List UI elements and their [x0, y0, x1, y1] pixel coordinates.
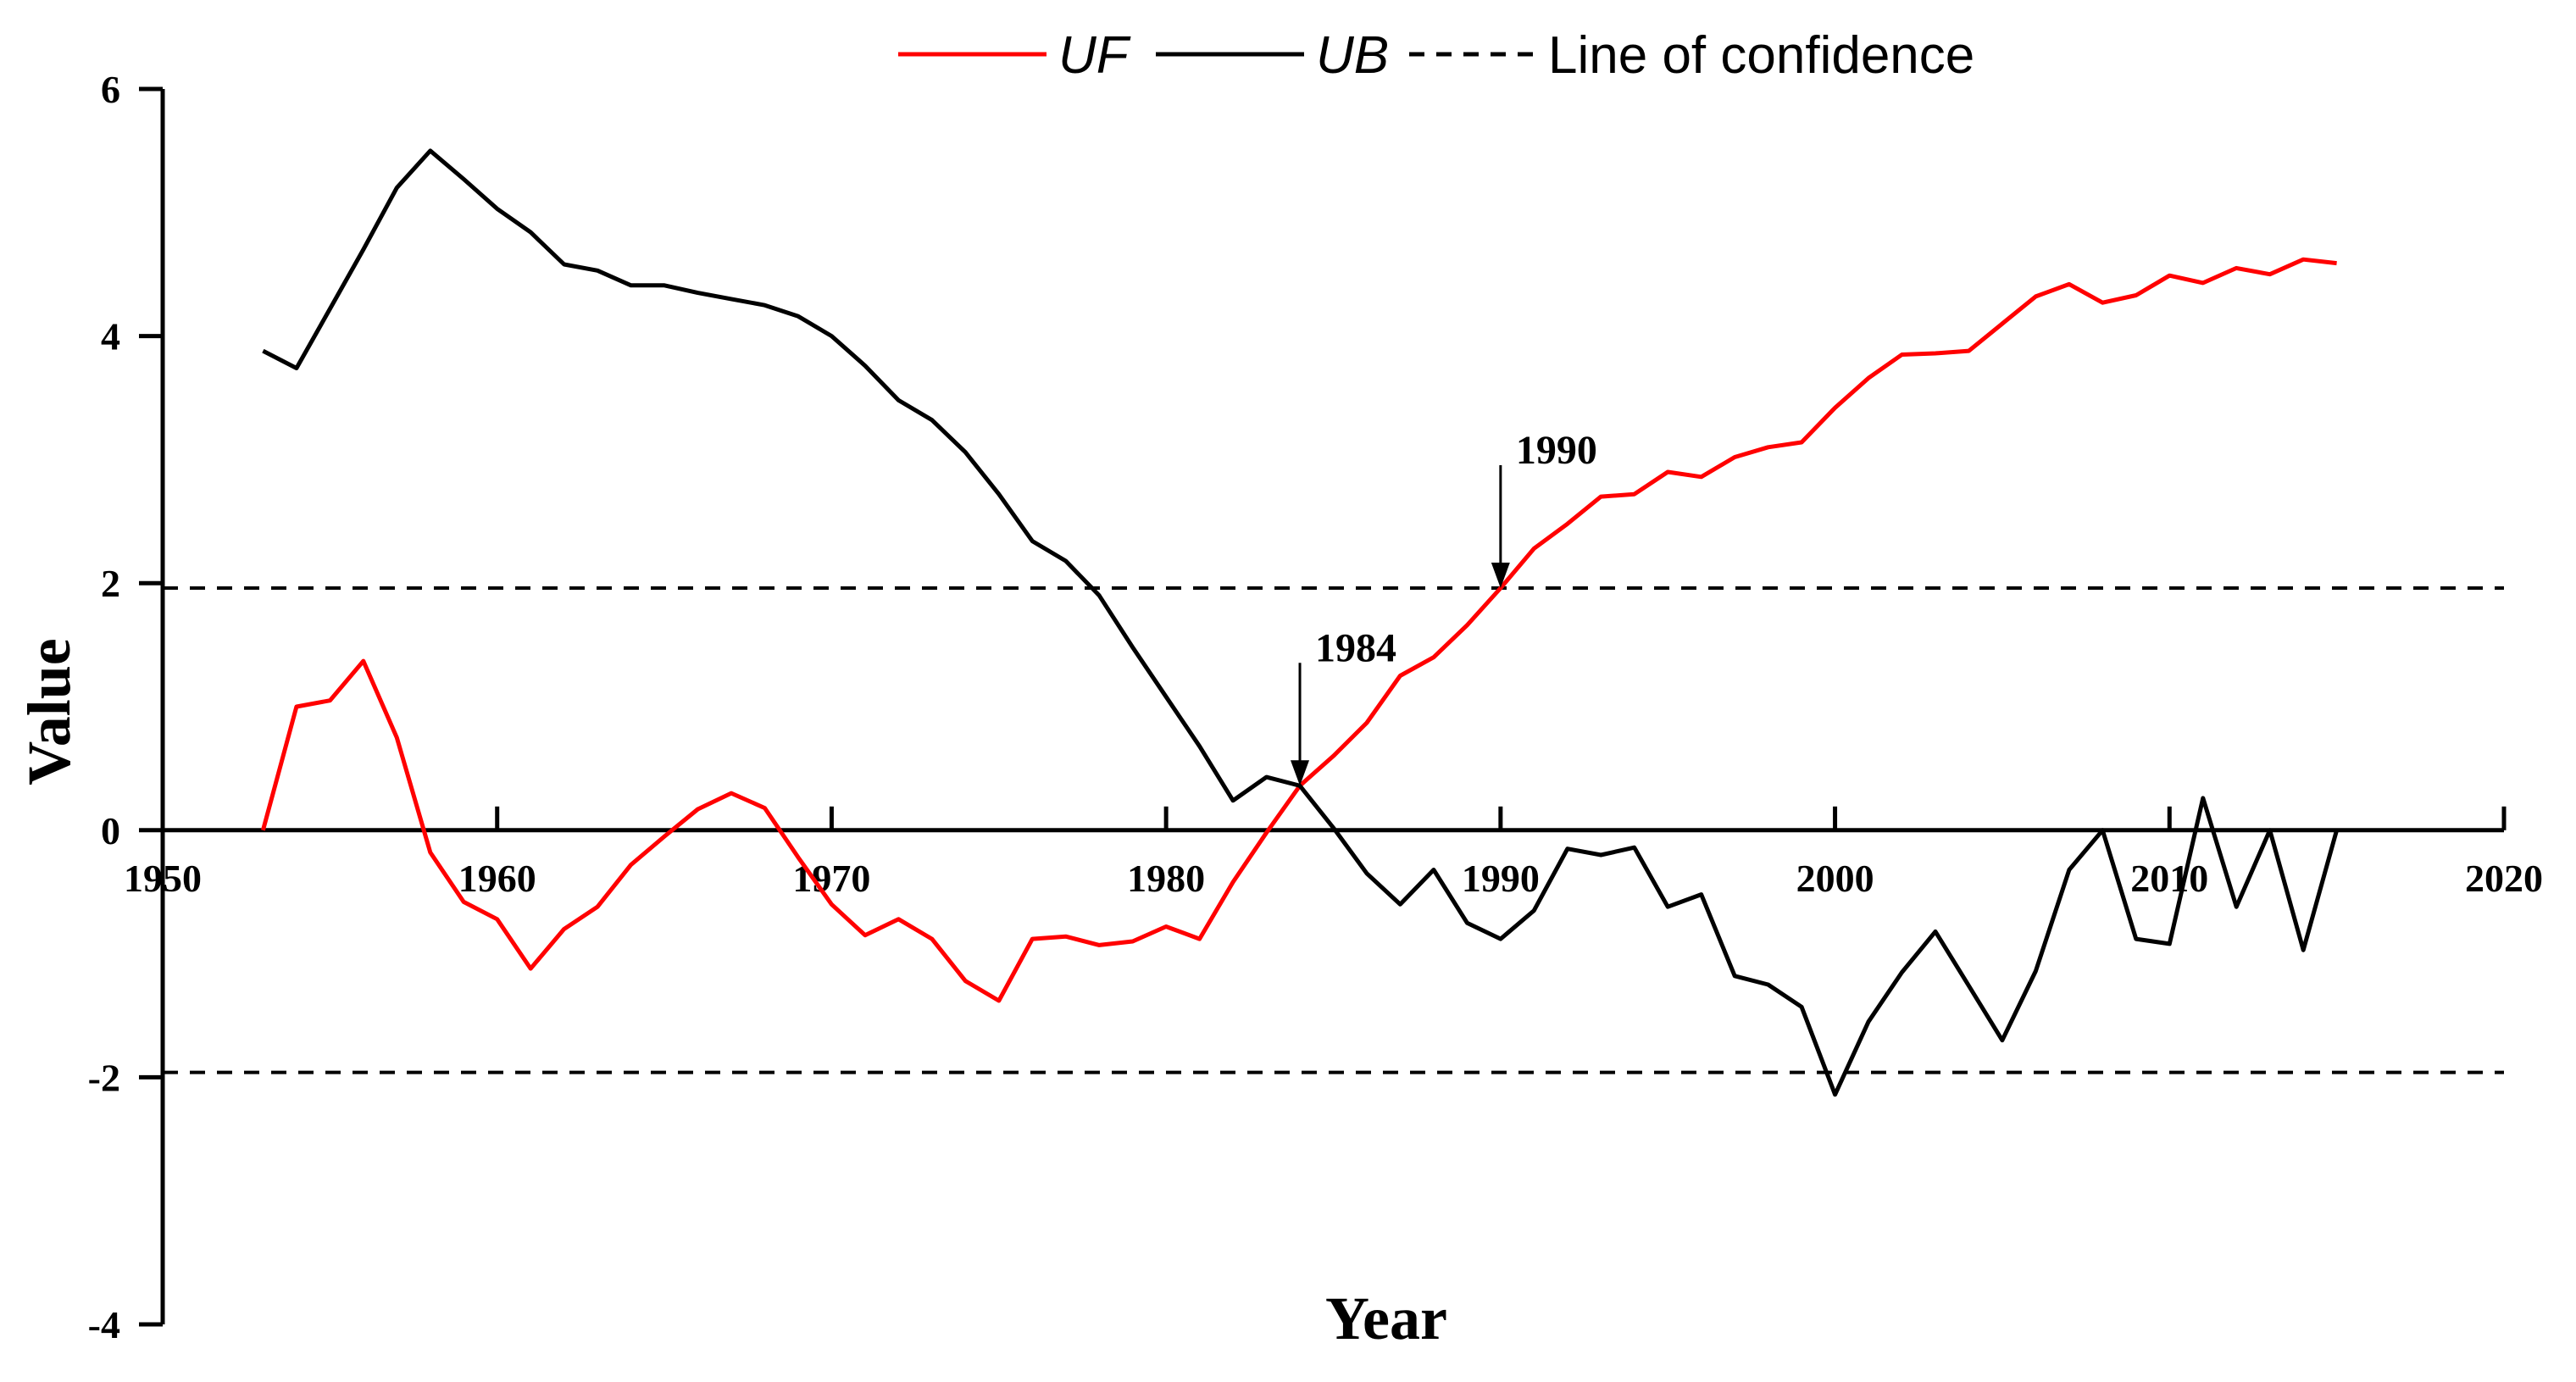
x-tick-label: 1970	[792, 857, 870, 900]
x-tick-label: 2000	[1796, 857, 1874, 900]
legend-label: UB	[1316, 26, 1389, 85]
y-tick-label: -2	[88, 1056, 120, 1099]
legend-entry: Line of confidence	[1409, 26, 1974, 85]
annotation-arrowhead	[1291, 760, 1310, 786]
legend-label: Line of confidence	[1548, 26, 1974, 85]
series-line-uf	[260, 257, 2337, 1003]
x-tick-label: 1990	[1462, 857, 1540, 900]
legend-label: UF	[1058, 26, 1131, 85]
x-tick-label: 1960	[458, 857, 536, 900]
legend-entry: UF	[898, 26, 1131, 85]
series-line-ub	[262, 148, 2340, 1097]
legend-entry: UB	[1156, 26, 1389, 85]
x-axis-title: Year	[1325, 1285, 1447, 1352]
annotation-label: 1990	[1516, 428, 1597, 473]
x-tick-label: 1950	[124, 857, 202, 900]
y-tick-label: 0	[101, 809, 120, 852]
x-tick-label: 2010	[2130, 857, 2208, 900]
y-tick-label: 4	[101, 315, 120, 358]
annotation-arrowhead	[1491, 563, 1510, 589]
x-tick-label: 2020	[2465, 857, 2543, 900]
annotation-label: 1984	[1315, 625, 1396, 670]
y-tick-label: 6	[101, 68, 120, 111]
x-tick-label: 1980	[1127, 857, 1205, 900]
y-tick-label: 2	[101, 562, 120, 605]
y-tick-label: -4	[88, 1303, 120, 1346]
y-axis-title: Value	[15, 638, 83, 785]
